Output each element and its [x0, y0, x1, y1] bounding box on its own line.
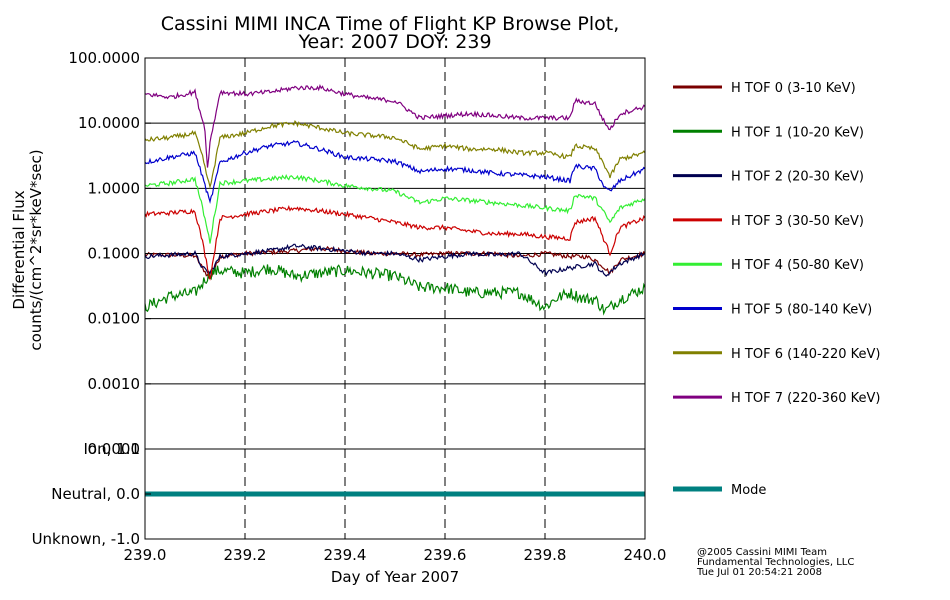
- mode-y-tick-label-0: Ion, 1.0: [84, 440, 141, 458]
- main-y-tick-label-5: 0.0010: [88, 375, 141, 393]
- credit-line-2: Fundamental Technologies, LLC: [697, 557, 854, 568]
- series-line-tof-3: [144, 205, 646, 281]
- legend-label-tof-1: H TOF 1 (10-20 KeV): [731, 125, 864, 140]
- chart-title: Cassini MIMI INCA Time of Flight KP Brow…: [161, 13, 620, 35]
- series-line-tof-1: [144, 264, 646, 316]
- series-line-tof-7: [144, 83, 646, 168]
- legend-label-tof-7: H TOF 7 (220-360 KeV): [731, 391, 880, 406]
- legend-label-tof-0: H TOF 0 (3-10 KeV): [731, 81, 856, 96]
- legend-label-tof-4: H TOF 4 (50-80 KeV): [731, 258, 864, 273]
- y-axis-label-line2: counts/(cm^2*sr*keV*sec): [27, 149, 45, 350]
- main-y-tick-label-2: 1.0000: [88, 179, 141, 197]
- main-y-tick-label-4: 0.0100: [88, 310, 141, 328]
- series-line-tof-6: [144, 120, 646, 189]
- series-line-tof-5: [144, 140, 646, 204]
- series-line-tof-4: [144, 174, 646, 244]
- y-axis-label-line1: Differential Flux: [10, 190, 28, 309]
- mode-y-tick-label-1: Neutral, 0.0: [51, 485, 140, 503]
- x-tick-label-5: 240.0: [624, 546, 667, 564]
- x-axis-label: Day of Year 2007: [331, 568, 459, 586]
- credit-line-1: @2005 Cassini MIMI Team: [697, 547, 827, 558]
- main-y-ticks: 100.0000 10.0000 1.0000 0.1000 0.0100 0.0010 0…: [68, 49, 151, 458]
- legend: H TOF 0 (3-10 KeV) H TOF 1 (10-20 KeV) H T…: [673, 81, 880, 498]
- legend-label-tof-3: H TOF 3 (30-50 KeV): [731, 214, 864, 229]
- legend-label-mode: Mode: [731, 483, 766, 498]
- main-y-tick-label-1: 10.0000: [78, 114, 140, 132]
- x-tick-label-2: 239.4: [324, 546, 367, 564]
- mode-y-tick-label-2: Unknown, -1.0: [32, 530, 140, 548]
- x-ticks: 239.0 239.2 239.4 239.6 239.8 240.0: [124, 58, 667, 564]
- x-tick-label-0: 239.0: [124, 546, 167, 564]
- mode-y-ticks: Ion, 1.0 Neutral, 0.0 Unknown, -1.0: [32, 440, 151, 548]
- chart-subtitle: Year: 2007 DOY: 239: [297, 31, 491, 53]
- x-tick-label-3: 239.6: [424, 546, 467, 564]
- main-y-tick-label-3: 0.1000: [88, 245, 141, 263]
- main-y-tick-label-6: 0.0001: [88, 440, 141, 458]
- credit-line-3: Tue Jul 01 20:54:21 2008: [696, 567, 822, 578]
- mode-plot-frame: [144, 448, 646, 540]
- x-tick-label-1: 239.2: [224, 546, 267, 564]
- legend-label-tof-5: H TOF 5 (80-140 KeV): [731, 303, 872, 318]
- main-series-group: [144, 83, 646, 316]
- legend-label-tof-2: H TOF 2 (20-30 KeV): [731, 170, 864, 185]
- legend-label-tof-6: H TOF 6 (140-220 KeV): [731, 347, 880, 362]
- x-tick-label-4: 239.8: [524, 546, 567, 564]
- main-y-tick-label-0: 100.0000: [68, 49, 140, 67]
- series-line-tof-2: [144, 243, 646, 277]
